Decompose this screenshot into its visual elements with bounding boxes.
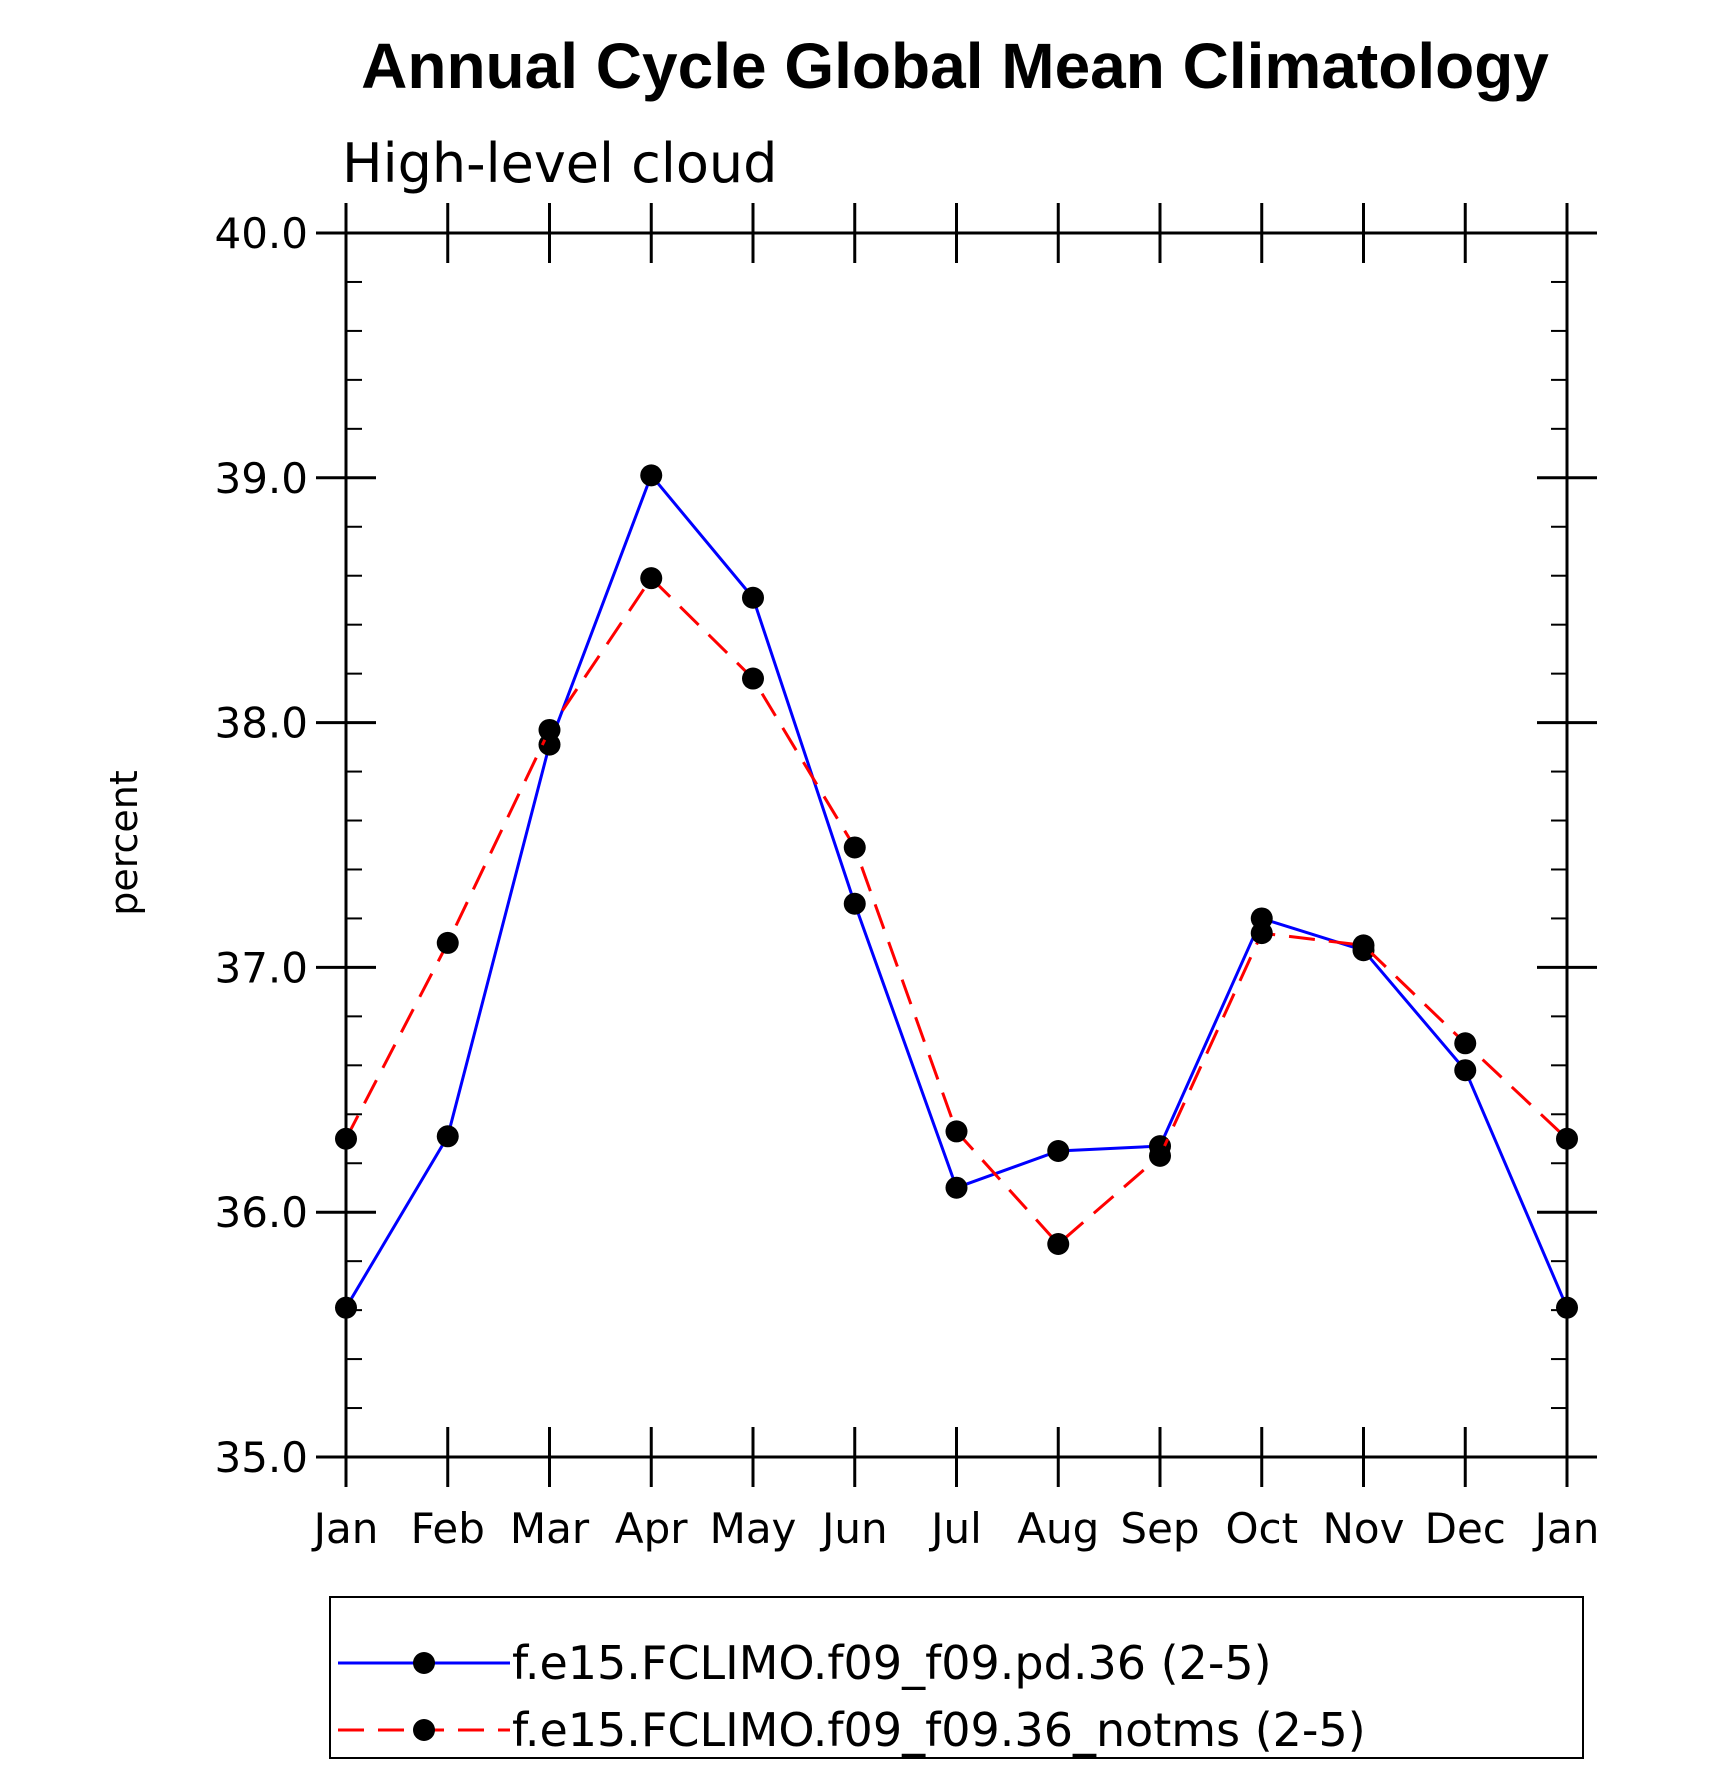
x-tick-label: Aug [1017,1504,1099,1553]
series-2 [335,567,1578,1256]
data-point [335,1296,357,1319]
data-point [640,567,663,590]
x-tick-label: Mar [510,1504,590,1553]
data-point [1454,1032,1477,1055]
data-point [742,586,764,609]
chart-subtitle: High-level cloud [342,132,777,195]
x-tick-label: Jan [1532,1504,1600,1553]
x-tick-label: Nov [1323,1504,1405,1553]
y-tick-label: 37.0 [214,943,308,992]
data-point [945,1176,968,1199]
data-point [1047,1140,1070,1162]
y-tick-label: 35.0 [214,1433,308,1482]
plot-frame [344,231,1569,1459]
data-point [742,667,764,690]
data-point [640,464,663,487]
data-point [1149,1144,1171,1167]
data-point [843,892,866,915]
x-tick-label: Sep [1120,1504,1199,1553]
x-tick-label: Jan [311,1504,379,1553]
legend: f.e15.FCLIMO.f09_f09.pd.36 (2-5) f.e15.FC… [329,1596,1584,1759]
series-line [344,575,1569,1247]
legend-label-2: f.e15.FCLIMO.f09_f09.36_notms (2-5) [512,1703,1366,1757]
y-tick-label: 36.0 [214,1188,308,1237]
data-point [1454,1059,1477,1082]
y-tick-label: 38.0 [214,699,308,748]
y-tick-label: 40.0 [214,209,308,258]
data-point [1250,922,1273,945]
data-point [436,1125,459,1148]
data-point [1556,1296,1578,1319]
plot-axes: 35.0 36.0 37.0 38.0 39.0 40.0 Jan Feb Mar Apr May J… [214,203,1599,1553]
series-layer [335,464,1578,1319]
x-tick-label: Jul [928,1504,982,1553]
x-tick-label: May [710,1504,797,1553]
series-1 [335,464,1578,1319]
data-point [1352,934,1375,957]
x-tick-label: Oct [1225,1504,1298,1553]
data-point [843,836,866,859]
data-point [1556,1127,1578,1150]
chart-title: Annual Cycle Global Mean Climatology [361,30,1549,102]
y-axis-label: percent [102,770,146,916]
y-tick-label: 39.0 [214,454,308,503]
data-point [945,1120,968,1143]
x-tick-label: Dec [1425,1504,1506,1553]
legend-marker-1 [413,1652,435,1674]
data-point [436,931,459,954]
x-tick-label: Feb [411,1504,485,1553]
data-point [538,718,561,741]
legend-marker-2 [413,1719,435,1741]
legend-label-1: f.e15.FCLIMO.f09_f09.pd.36 (2-5) [512,1636,1272,1690]
x-tick-label: Apr [615,1504,688,1553]
data-point [1047,1233,1070,1256]
legend-box [329,1596,1584,1759]
data-point [335,1127,357,1150]
x-tick-label: Jun [819,1504,888,1553]
